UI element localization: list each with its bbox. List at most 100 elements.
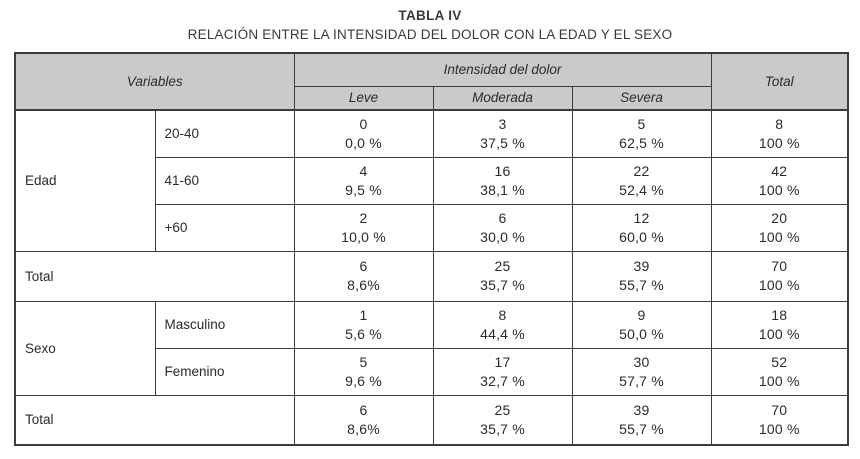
cell-edad-41-60-leve: 4 9,5 % — [293, 156, 434, 205]
group-label-sexo: Sexo — [14, 300, 156, 396]
cell-edad-total-moderada: 25 35,7 % — [432, 250, 573, 302]
cell-edad-total-severa: 39 55,7 % — [571, 250, 712, 302]
percent: 100 % — [758, 420, 800, 437]
count: 52 — [771, 353, 788, 370]
percent: 55,7 % — [619, 277, 664, 293]
cell-edad-total-leve: 6 8,6% — [293, 250, 434, 302]
header-moderada: Moderada — [432, 85, 573, 111]
header-row-top: Variables Intensidad del dolor Total — [14, 52, 849, 111]
count: 1 — [359, 306, 368, 323]
percent: 35,7 % — [480, 277, 525, 293]
cell-sexo-total-leve: 6 8,6% — [293, 394, 434, 446]
percent: 100 % — [758, 228, 800, 245]
header-intensidad-del-dolor: Intensidad del dolor — [293, 52, 712, 87]
count: 5 — [359, 353, 368, 370]
count: 70 — [771, 401, 788, 418]
percent: 35,7 % — [480, 420, 525, 437]
cell-sexo-masculino-severa: 9 50,0 % — [571, 300, 712, 349]
cell-edad-total-total: 70 100 % — [710, 250, 849, 302]
cell-edad-20-40-moderada: 3 37,5 % — [432, 109, 573, 158]
count: 6 — [498, 209, 507, 226]
page: TABLA IV RELACIÓN ENTRE LA INTENSIDAD DE… — [14, 8, 850, 446]
row-label-60plus: +60 — [154, 203, 295, 252]
percent: 44,4 % — [480, 325, 525, 342]
row-label-41-60: 41-60 — [154, 156, 295, 205]
table-row-edad-total: Total 6 8,6% 25 35,7 % 39 55,7 % 70 100 … — [14, 250, 849, 302]
percent: 9,6 % — [345, 372, 382, 389]
percent: 52,4 % — [619, 181, 664, 198]
percent: 100 % — [758, 325, 800, 342]
percent: 100 % — [758, 181, 800, 198]
percent: 60,0 % — [619, 228, 664, 245]
count: 16 — [494, 162, 511, 179]
header-leve: Leve — [293, 85, 434, 111]
cell-edad-60plus-total: 20 100 % — [710, 203, 849, 252]
header-variables: Variables — [14, 52, 295, 111]
row-label-femenino: Femenino — [154, 347, 295, 396]
count: 6 — [359, 401, 368, 418]
cell-edad-20-40-leve: 0 0,0 % — [293, 109, 434, 158]
count: 39 — [633, 401, 650, 418]
table-body: Edad 20-40 0 0,0 % 3 37,5 % 5 62,5 % 8 1… — [14, 109, 849, 446]
count: 30 — [633, 353, 650, 370]
cell-edad-41-60-severa: 22 52,4 % — [571, 156, 712, 205]
count: 2 — [359, 209, 368, 226]
cell-sexo-total-severa: 39 55,7 % — [571, 394, 712, 446]
percent: 5,6 % — [345, 325, 382, 342]
header-total: Total — [710, 52, 849, 111]
group-label-edad: Edad — [14, 109, 156, 252]
percent: 30,0 % — [480, 228, 525, 245]
count: 12 — [633, 209, 650, 226]
percent: 8,6% — [347, 277, 380, 293]
table-row-sexo-total: Total 6 8,6% 25 35,7 % 39 55,7 % 70 100 … — [14, 394, 849, 446]
cell-edad-60plus-moderada: 6 30,0 % — [432, 203, 573, 252]
cell-sexo-femenino-total: 52 100 % — [710, 347, 849, 396]
data-table: Variables Intensidad del dolor Total Lev… — [14, 52, 850, 446]
table-subtitle: RELACIÓN ENTRE LA INTENSIDAD DEL DOLOR C… — [187, 27, 673, 42]
cell-sexo-masculino-leve: 1 5,6 % — [293, 300, 434, 349]
count: 5 — [637, 115, 646, 132]
cell-edad-20-40-total: 8 100 % — [710, 109, 849, 158]
count: 6 — [359, 258, 368, 275]
count: 4 — [359, 162, 368, 179]
percent: 0,0 % — [345, 134, 382, 151]
count: 9 — [637, 306, 646, 323]
cell-edad-41-60-total: 42 100 % — [710, 156, 849, 205]
count: 3 — [498, 115, 507, 132]
table-row-edad-20-40: Edad 20-40 0 0,0 % 3 37,5 % 5 62,5 % 8 1… — [14, 109, 849, 252]
header-severa: Severa — [571, 85, 712, 111]
count: 70 — [771, 258, 788, 275]
percent: 32,7 % — [480, 372, 525, 389]
cell-edad-41-60-moderada: 16 38,1 % — [432, 156, 573, 205]
percent: 9,5 % — [345, 181, 382, 198]
percent: 57,7 % — [619, 372, 664, 389]
percent: 62,5 % — [619, 134, 664, 151]
table-row-edad-41-60: 41-60 4 9,5 % 16 38,1 % 22 52,4 % 42 100… — [15, 156, 849, 205]
count: 0 — [359, 115, 368, 132]
count: 39 — [633, 258, 650, 275]
total-label-sexo: Total — [14, 394, 295, 446]
count: 17 — [494, 353, 511, 370]
count: 42 — [771, 162, 788, 179]
row-label-masculino: Masculino — [154, 300, 295, 349]
percent: 8,6% — [347, 420, 380, 437]
percent: 100 % — [758, 372, 800, 389]
count: 22 — [633, 162, 650, 179]
count: 20 — [771, 209, 788, 226]
count: 18 — [771, 306, 788, 323]
table-header: Variables Intensidad del dolor Total Lev… — [14, 52, 849, 111]
percent: 38,1 % — [480, 181, 525, 198]
percent: 100 % — [758, 277, 800, 293]
cell-sexo-total-moderada: 25 35,7 % — [432, 394, 573, 446]
cell-sexo-femenino-leve: 5 9,6 % — [293, 347, 434, 396]
cell-sexo-masculino-moderada: 8 44,4 % — [432, 300, 573, 349]
percent: 100 % — [758, 134, 800, 151]
count: 25 — [494, 401, 511, 418]
cell-sexo-total-total: 70 100 % — [710, 394, 849, 446]
cell-sexo-femenino-severa: 30 57,7 % — [571, 347, 712, 396]
cell-sexo-masculino-total: 18 100 % — [710, 300, 849, 349]
total-label-edad: Total — [14, 250, 295, 302]
percent: 10,0 % — [341, 228, 386, 245]
cell-edad-60plus-leve: 2 10,0 % — [293, 203, 434, 252]
header-row-sub: Leve Moderada Severa — [15, 85, 848, 111]
